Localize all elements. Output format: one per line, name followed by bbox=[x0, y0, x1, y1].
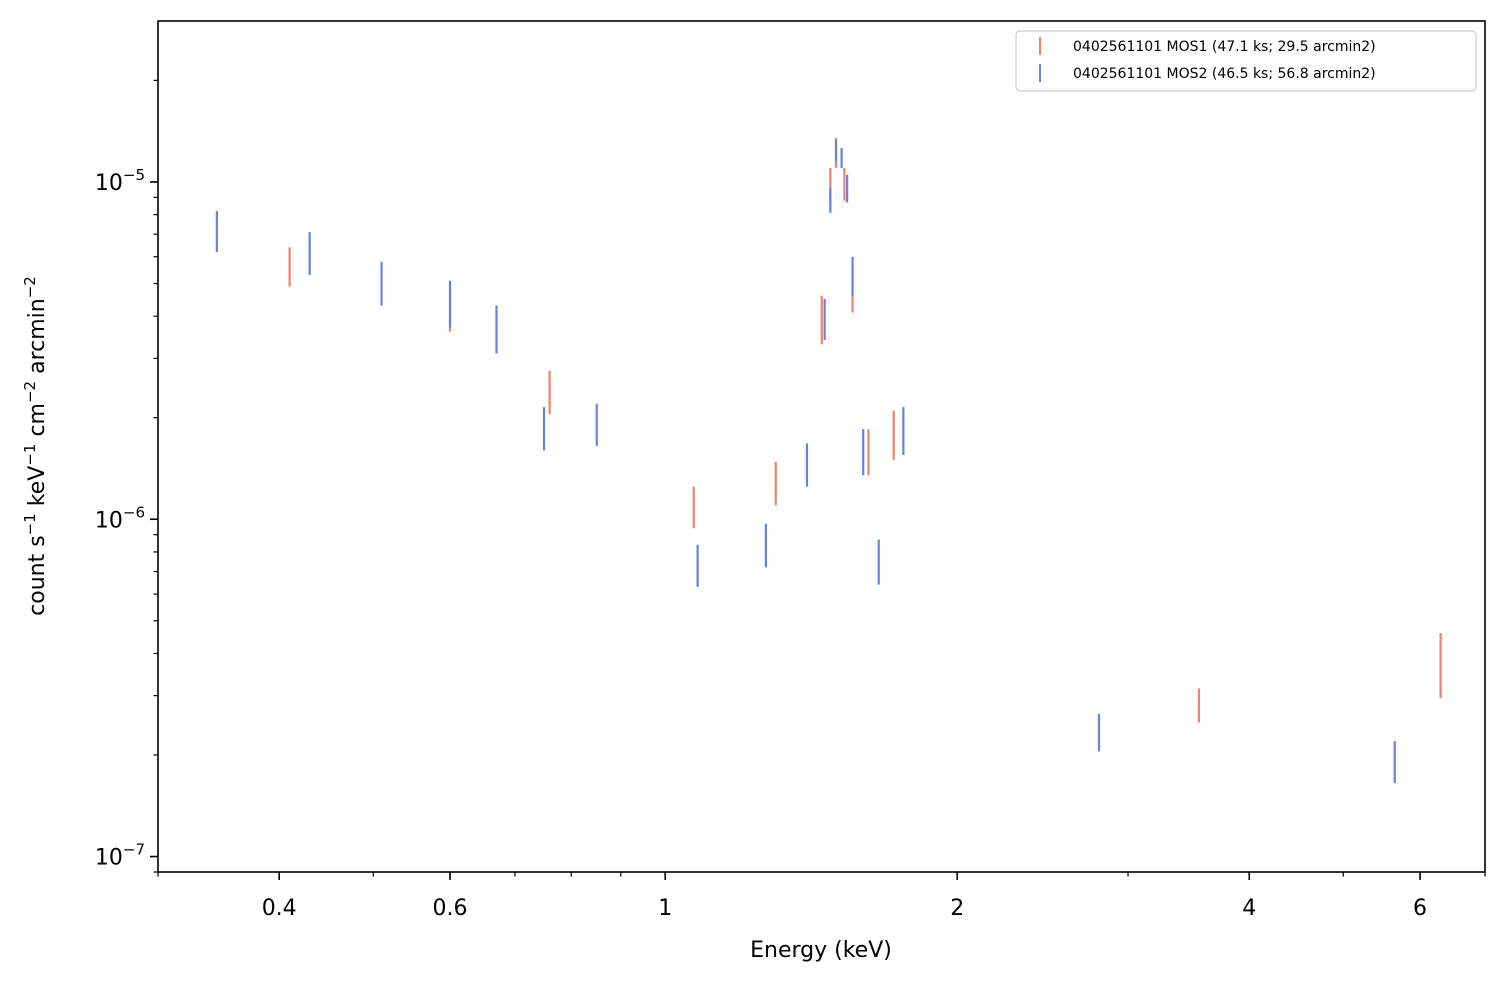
x-tick-label-4: 4 bbox=[1242, 896, 1256, 921]
y-tick-exp-1: −6 bbox=[123, 503, 145, 521]
y-label-count: count s bbox=[25, 535, 50, 616]
y-tick-label-1: 10−6 bbox=[95, 503, 145, 533]
y-label-cm-exp: −2 bbox=[21, 381, 39, 403]
x-axis-label: Energy (keV) bbox=[750, 938, 892, 963]
y-tick-base-2: 10 bbox=[95, 171, 123, 196]
y-tick-exp-0: −7 bbox=[123, 841, 145, 859]
x-tick-label-3: 2 bbox=[950, 896, 964, 921]
series-layer bbox=[215, 137, 1442, 784]
y-tick-base-0: 10 bbox=[95, 846, 123, 871]
x-tick-label-1: 0.6 bbox=[433, 896, 468, 921]
y-label-cm: cm bbox=[25, 403, 50, 444]
x-axis: 0.4 0.6 1 2 4 6 bbox=[157, 872, 1486, 921]
series-1 bbox=[215, 140, 1396, 784]
y-tick-label-0: 10−7 bbox=[95, 841, 145, 871]
x-tick-label-2: 1 bbox=[658, 896, 672, 921]
y-label-s-exp: −1 bbox=[21, 513, 39, 535]
series-0 bbox=[288, 137, 1442, 723]
x-tick-label-0: 0.4 bbox=[262, 896, 297, 921]
y-tick-label-2: 10−5 bbox=[95, 166, 145, 196]
y-axis: 10−710−610−5 bbox=[95, 79, 158, 873]
y-tick-exp-2: −5 bbox=[123, 166, 145, 184]
legend-label-mos1: 0402561101 MOS1 (47.1 ks; 29.5 arcmin2) bbox=[1073, 39, 1376, 55]
x-tick-label-5: 6 bbox=[1413, 896, 1427, 921]
y-label-arcmin: arcmin bbox=[25, 298, 50, 381]
plot-frame bbox=[157, 20, 1486, 873]
y-label-kev: keV bbox=[25, 466, 50, 514]
y-label-arcmin-exp: −2 bbox=[21, 276, 39, 298]
y-tick-base-1: 10 bbox=[95, 508, 123, 533]
y-axis-label: count s−1 keV−1 cm−2 arcmin−2 bbox=[21, 276, 50, 616]
legend: 0402561101 MOS1 (47.1 ks; 29.5 arcmin2) … bbox=[1015, 30, 1477, 92]
legend-label-mos2: 0402561101 MOS2 (46.5 ks; 56.8 arcmin2) bbox=[1073, 66, 1376, 82]
y-label-kev-exp: −1 bbox=[21, 444, 39, 466]
legend-box bbox=[1015, 30, 1477, 92]
